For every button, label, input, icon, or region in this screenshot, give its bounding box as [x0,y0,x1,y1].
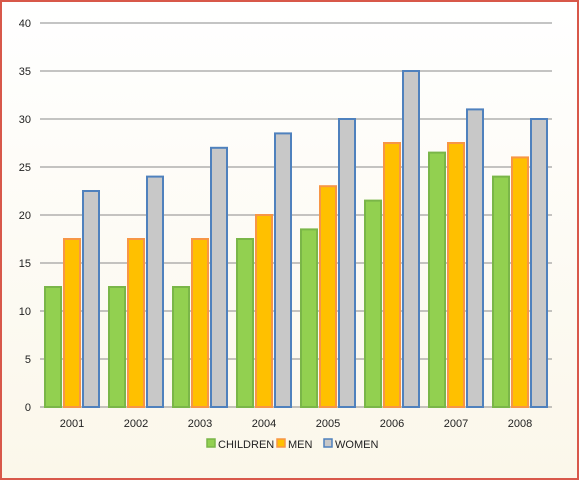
y-tick-label: 25 [19,162,31,174]
bar-children-2006 [364,199,382,408]
bar-children-2002 [108,286,126,408]
x-tick-label: 2008 [508,418,532,430]
bar-women-2007 [466,108,484,409]
legend-label-children: CHILDREN [218,439,274,451]
x-tick-label: 2003 [188,418,212,430]
bar-women-2005 [338,118,356,408]
y-tick-label: 20 [19,210,31,222]
bar-men-2008 [511,156,529,408]
legend-label-men: MEN [288,439,313,451]
x-tick-label: 2002 [124,418,148,430]
legend-swatch-children [206,438,216,448]
bar-children-2005 [300,228,318,408]
y-tick-label: 40 [19,18,31,30]
bar-children-2008 [492,175,510,408]
bar-children-2003 [172,286,190,408]
x-tick-label: 2006 [380,418,404,430]
y-tick-label: 0 [25,402,31,414]
x-tick-label: 2001 [60,418,84,430]
bar-men-2003 [191,238,209,408]
bar-men-2007 [447,142,465,408]
y-tick-label: 35 [19,66,31,78]
bar-men-2002 [127,238,145,408]
y-tick-label: 15 [19,258,31,270]
bar-women-2004 [274,132,292,408]
x-tick-label: 2007 [444,418,468,430]
legend-label-women: WOMEN [335,439,378,451]
bar-men-2004 [255,214,273,408]
bar-women-2008 [530,118,548,408]
bar-men-2005 [319,185,337,408]
bar-women-2002 [146,175,164,408]
legend-swatch-women [323,438,333,448]
bar-children-2004 [236,238,254,408]
x-tick-label: 2005 [316,418,340,430]
bar-women-2001 [82,190,100,408]
bar-men-2001 [63,238,81,408]
y-tick-label: 10 [19,306,31,318]
bar-women-2006 [402,70,420,408]
bar-men-2006 [383,142,401,408]
x-tick-label: 2004 [252,418,276,430]
legend-swatch-men [276,438,286,448]
bar-children-2007 [428,151,446,408]
y-tick-label: 30 [19,114,31,126]
bar-women-2003 [210,146,228,409]
bar-children-2001 [44,286,62,408]
y-tick-label: 5 [25,354,31,366]
